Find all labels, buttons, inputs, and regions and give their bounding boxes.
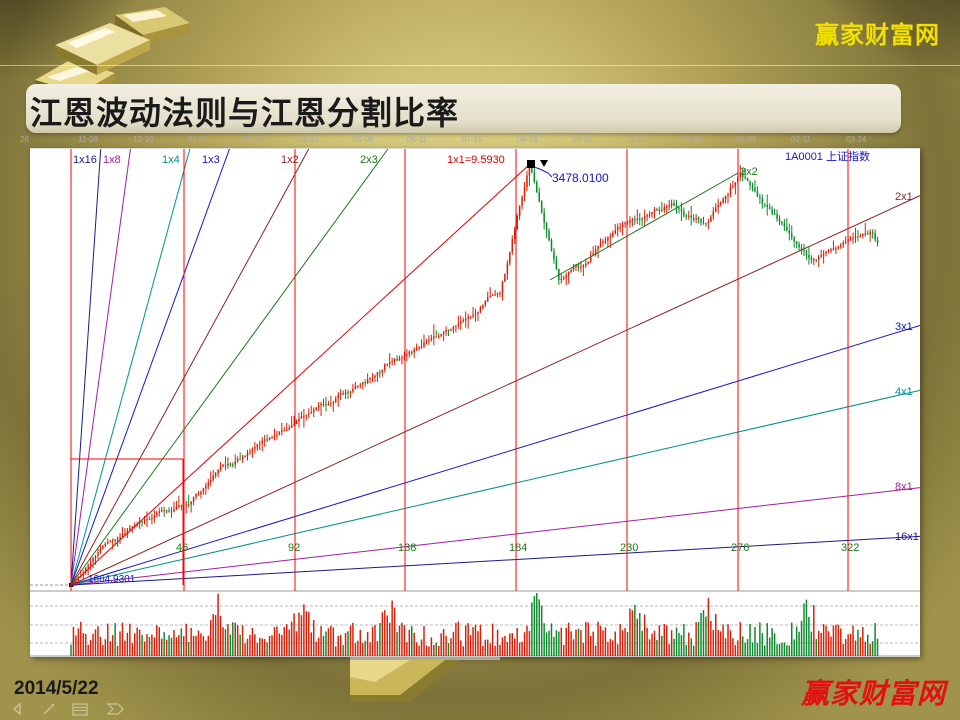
svg-text:12-04: 12-04 — [682, 135, 703, 144]
svg-text:26: 26 — [20, 135, 29, 144]
svg-text:03-31: 03-31 — [298, 135, 319, 144]
svg-text:01-15: 01-15 — [188, 135, 209, 144]
svg-text:02-25: 02-25 — [243, 135, 264, 144]
svg-text:11-02: 11-02 — [627, 135, 647, 144]
svg-text:11-06: 11-06 — [78, 135, 98, 144]
svg-text:12-10: 12-10 — [133, 135, 154, 144]
svg-text:05-06: 05-06 — [353, 135, 374, 144]
svg-text:09-21: 09-21 — [572, 135, 593, 144]
svg-text:01-08: 01-08 — [736, 135, 757, 144]
svg-text:08-18: 08-18 — [517, 135, 538, 144]
svg-text:06-11: 06-11 — [407, 135, 427, 144]
svg-text:07-15: 07-15 — [462, 135, 483, 144]
svg-text:03-24: 03-24 — [846, 135, 867, 144]
svg-text:02-11: 02-11 — [791, 135, 811, 144]
